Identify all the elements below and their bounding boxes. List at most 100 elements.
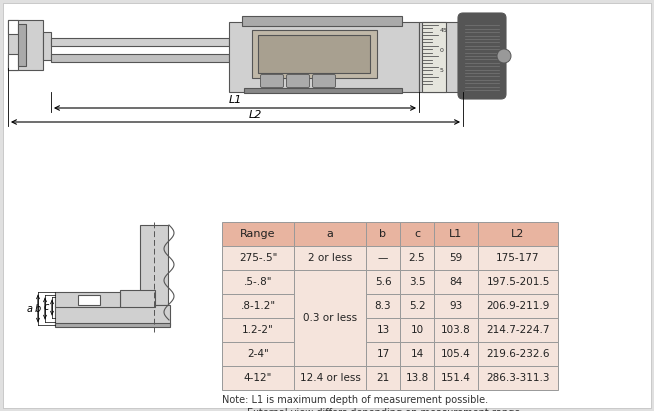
Bar	[434, 366, 478, 390]
Text: c: c	[43, 302, 48, 312]
Text: 10: 10	[411, 325, 424, 335]
Bar	[400, 270, 434, 294]
Text: L2: L2	[511, 229, 525, 239]
Text: 214.7-224.7: 214.7-224.7	[487, 325, 550, 335]
Text: —: —	[378, 253, 388, 263]
Bar	[222, 342, 294, 366]
Bar	[222, 222, 294, 246]
Bar	[222, 246, 294, 270]
Bar	[222, 270, 294, 294]
FancyBboxPatch shape	[286, 74, 309, 88]
Text: c: c	[414, 229, 420, 239]
Bar	[294, 246, 366, 270]
Bar	[366, 270, 400, 294]
Bar	[434, 270, 478, 294]
Bar	[8, 20, 43, 70]
Text: Note: L1 is maximum depth of measurement possible.: Note: L1 is maximum depth of measurement…	[222, 395, 488, 405]
Bar	[434, 318, 478, 342]
Bar	[434, 342, 478, 366]
Bar	[229, 22, 419, 92]
Bar	[400, 246, 434, 270]
Bar	[43, 32, 51, 60]
Bar	[478, 294, 558, 318]
Text: 13.8: 13.8	[405, 373, 428, 383]
Text: .8-1.2": .8-1.2"	[241, 301, 275, 311]
Text: 45: 45	[440, 28, 448, 32]
Bar	[294, 342, 366, 366]
FancyBboxPatch shape	[458, 13, 506, 99]
Bar	[294, 222, 366, 246]
Bar	[478, 222, 558, 246]
Bar	[8, 54, 18, 70]
Text: L2: L2	[249, 110, 262, 120]
Text: b: b	[379, 229, 387, 239]
Bar	[434, 222, 478, 246]
Text: 21: 21	[376, 373, 390, 383]
FancyBboxPatch shape	[260, 74, 283, 88]
Bar	[478, 366, 558, 390]
Bar	[434, 294, 478, 318]
Text: a: a	[326, 229, 334, 239]
Bar	[400, 222, 434, 246]
Text: .5-.8": .5-.8"	[244, 277, 272, 287]
Bar	[294, 270, 366, 366]
Bar	[8, 20, 18, 34]
Text: Range: Range	[240, 229, 276, 239]
Bar	[222, 318, 294, 342]
Bar	[222, 294, 294, 318]
Bar	[478, 318, 558, 342]
Bar	[244, 88, 402, 93]
Text: L1: L1	[449, 229, 462, 239]
Bar	[55, 305, 170, 325]
Text: 13: 13	[376, 325, 390, 335]
Bar	[258, 35, 370, 73]
Text: 1.2-2": 1.2-2"	[242, 325, 274, 335]
Text: 93: 93	[449, 301, 462, 311]
Text: 3.5: 3.5	[409, 277, 425, 287]
Bar	[120, 290, 155, 307]
Circle shape	[497, 49, 511, 63]
Bar	[434, 246, 478, 270]
Bar	[55, 323, 170, 327]
Bar	[55, 292, 120, 307]
Text: 12.4 or less: 12.4 or less	[300, 373, 360, 383]
Text: 0: 0	[440, 48, 444, 53]
Bar	[294, 318, 366, 342]
Text: 14: 14	[410, 349, 424, 359]
Bar	[366, 222, 400, 246]
Bar	[51, 38, 229, 46]
Bar	[366, 246, 400, 270]
Bar	[294, 366, 366, 390]
Bar	[242, 16, 402, 26]
Text: 84: 84	[449, 277, 462, 287]
Text: 4-12": 4-12"	[244, 373, 272, 383]
FancyBboxPatch shape	[313, 74, 336, 88]
Text: 5.2: 5.2	[409, 301, 425, 311]
Text: 2.5: 2.5	[409, 253, 425, 263]
Bar	[51, 54, 229, 62]
Text: 219.6-232.6: 219.6-232.6	[487, 349, 550, 359]
Bar	[400, 294, 434, 318]
Bar	[222, 366, 294, 390]
Text: 17: 17	[376, 349, 390, 359]
Bar	[252, 30, 377, 78]
Bar	[419, 22, 463, 92]
Text: 286.3-311.3: 286.3-311.3	[487, 373, 550, 383]
Text: 175-177: 175-177	[496, 253, 540, 263]
Bar	[478, 246, 558, 270]
Bar	[78, 295, 100, 305]
Bar	[140, 225, 168, 305]
Bar	[366, 318, 400, 342]
Text: b: b	[35, 303, 41, 314]
Bar	[478, 270, 558, 294]
Bar	[400, 342, 434, 366]
Text: L1: L1	[228, 95, 242, 105]
Text: 197.5-201.5: 197.5-201.5	[487, 277, 550, 287]
Bar	[294, 294, 366, 318]
Text: 275-.5": 275-.5"	[239, 253, 277, 263]
Bar	[366, 294, 400, 318]
Text: External view differs depending on measurement range.: External view differs depending on measu…	[222, 408, 523, 411]
Text: 206.9-211.9: 206.9-211.9	[487, 301, 550, 311]
Bar	[400, 366, 434, 390]
Text: 2-4": 2-4"	[247, 349, 269, 359]
